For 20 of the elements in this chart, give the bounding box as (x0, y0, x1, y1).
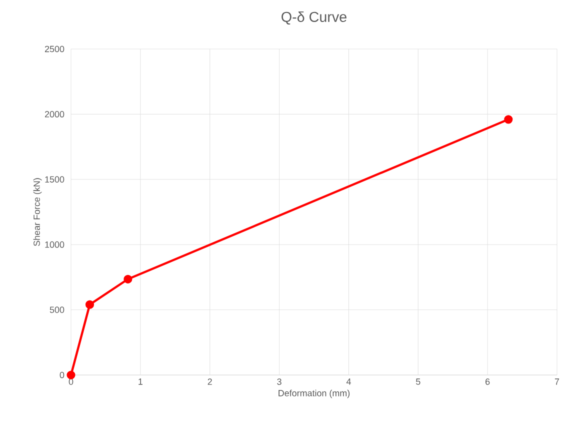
x-tick-label: 6 (486, 378, 490, 385)
y-tick-label: 1500 (45, 176, 64, 183)
y-axis-title: Shear Force (kN) (33, 178, 42, 246)
x-tick-label: 2 (208, 378, 212, 385)
y-tick-label: 2000 (44, 111, 64, 118)
point (504, 115, 513, 124)
y-tick-label: 0 (60, 372, 64, 378)
x-tick-label: 7 (554, 378, 560, 385)
point (66, 370, 76, 380)
x-tick-label: 1 (138, 378, 142, 385)
y-tick-label: 2500 (44, 46, 64, 52)
x-tick-label: 4 (346, 378, 351, 385)
y-tick-label: 1000 (45, 241, 64, 248)
point (124, 274, 132, 284)
x-tick-label: 3 (277, 378, 282, 385)
x-tick-label: 5 (416, 378, 420, 385)
y-tick-label: 500 (50, 306, 64, 313)
chart-title: Q-δ Curve (282, 11, 346, 25)
point (85, 300, 94, 309)
x-axis-title: Deformation (mm) (278, 390, 350, 398)
